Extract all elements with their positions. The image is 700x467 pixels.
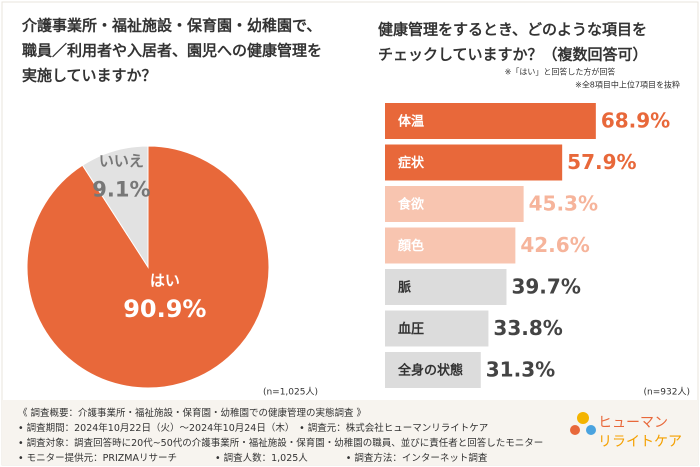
- footer-line: • 調査対象：調査回答時に20代~50代の介護事業所・福祉施設・保育園・幼稚園の…: [18, 438, 544, 449]
- pie-value-label: 9.1%: [92, 177, 150, 201]
- chart-title: 実施していますか？: [22, 67, 157, 85]
- chart-title: 健康管理をするとき、どのような項目を: [378, 21, 647, 39]
- logo-dot: [577, 412, 589, 424]
- bar: [385, 269, 507, 305]
- bar-category-label: 血圧: [398, 321, 424, 337]
- chart-title: チェックしていますか？（複数回答可）: [378, 46, 648, 64]
- bar-value-label: 31.3%: [486, 358, 555, 382]
- sample-note: (n=1,025人): [263, 387, 318, 398]
- logo-text: リライトケア: [598, 434, 682, 450]
- bar-value-label: 42.6%: [520, 233, 589, 257]
- footer-line: 《 調査概要：介護事業所・福祉施設・保育園・幼稚園での健康管理の実態調査 》: [18, 408, 367, 419]
- bar-category-label: 全身の状態: [397, 363, 463, 379]
- pie-value-label: 90.9%: [123, 295, 206, 323]
- footer-line: • 調査期間：2024年10月22日（火）～2024年10月24日（木） • 調…: [18, 423, 489, 434]
- pie-category-label: はい: [150, 272, 180, 290]
- chart-subtitle: ※「はい」と回答した方が回答: [505, 67, 616, 77]
- sample-note: (n=932人): [644, 387, 690, 398]
- bar-category-label: 脈: [398, 280, 411, 296]
- bar-value-label: 33.8%: [493, 316, 562, 340]
- bar-category-label: 食欲: [398, 197, 424, 213]
- logo-text: ヒューマン: [598, 415, 668, 431]
- pie-category-label: いいえ: [99, 152, 144, 170]
- bar-value-label: 68.9%: [601, 109, 670, 133]
- bar-category-label: 体温: [398, 114, 424, 130]
- bar: [385, 310, 489, 347]
- bar: [385, 227, 516, 264]
- footer-bg: [2, 400, 698, 465]
- logo: [570, 412, 596, 435]
- bar-category-label: 顔色: [397, 238, 424, 254]
- logo-dot: [570, 425, 580, 435]
- logo-dot: [586, 425, 596, 435]
- chart-title: 介護事業所・福祉施設・保育園・幼稚園で、: [21, 17, 321, 35]
- footer-line: • モニター提供元：PRIZMAリサーチ • 調査人数：1,025人 • 調査方…: [18, 453, 488, 464]
- chart-title: 職員／利用者や入居者、園児への健康管理を: [22, 42, 322, 60]
- bar-value-label: 45.3%: [529, 192, 598, 216]
- bar: [385, 352, 481, 388]
- chart-subtitle: ※全8項目中上位7項目を抜粋: [575, 80, 680, 90]
- bar-value-label: 39.7%: [511, 275, 580, 299]
- bar: [385, 103, 596, 139]
- bar-category-label: 症状: [398, 155, 425, 171]
- pie-slice: [81, 145, 149, 269]
- bar-value-label: 57.9%: [567, 150, 636, 174]
- bar: [385, 144, 563, 181]
- bar: [385, 186, 524, 222]
